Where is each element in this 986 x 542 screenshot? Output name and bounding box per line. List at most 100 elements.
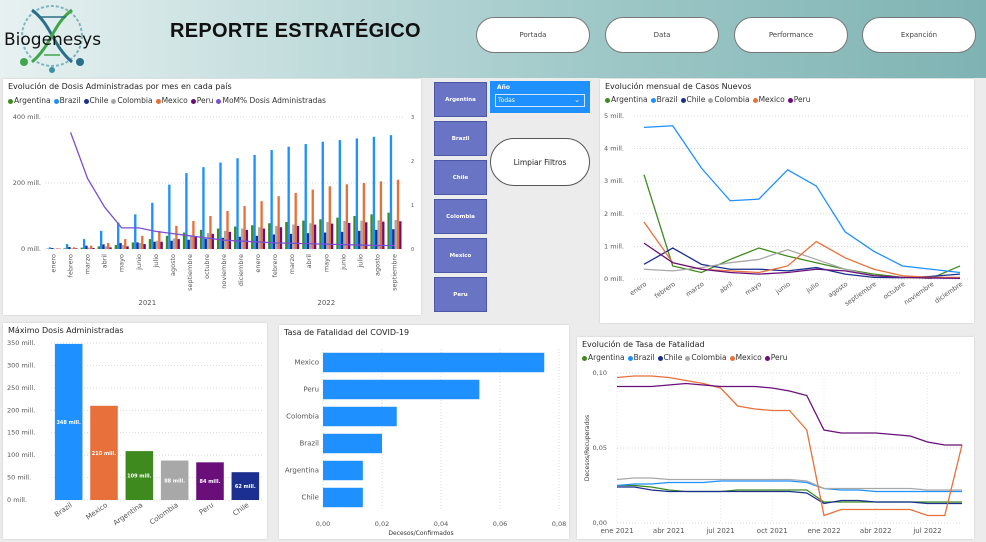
legend-dot-icon [190, 98, 196, 104]
x-tick-label: enero [254, 254, 262, 273]
year-value: Todas [498, 97, 515, 104]
legend-label: Mexico [735, 353, 762, 362]
y-tick-label: 0 mill. [7, 496, 27, 504]
bar [355, 138, 359, 249]
bar [209, 216, 212, 249]
x-tick-label: julio [152, 254, 160, 269]
bar [330, 223, 334, 249]
bar [158, 230, 161, 249]
bar [277, 196, 280, 249]
y-tick-label: 150 mill. [7, 429, 35, 437]
bar [68, 247, 71, 249]
legend-item[interactable]: Brazil [53, 96, 81, 105]
maximo-chart: 0 mill. 50 mill. 100 mill. 150 mill. 200 mil… [7, 339, 263, 527]
bar [345, 184, 349, 249]
bar [192, 220, 195, 249]
bar [287, 146, 290, 249]
bar [353, 216, 356, 249]
x-tick-label: enero [50, 254, 58, 273]
legend-label: Colombia [714, 95, 750, 104]
bar [70, 248, 73, 249]
x-tick-label: junio [135, 254, 143, 271]
country-slicer-brazil[interactable]: Brazil [434, 121, 487, 156]
x-tick-label: 0,04 [434, 520, 448, 528]
bar [258, 227, 261, 249]
chart-legend: Argentina Brazil Chile Colombia Mexico Peru [582, 353, 790, 362]
legend-item[interactable]: Peru [764, 353, 788, 362]
legend-item[interactable]: Chile [83, 96, 108, 105]
bar [114, 245, 118, 249]
series-line [616, 477, 962, 491]
legend-item[interactable]: Brazil [650, 95, 678, 104]
nav-portada-button[interactable]: Portada [476, 17, 590, 53]
series-line [643, 125, 961, 274]
bar [272, 234, 276, 249]
legend-item[interactable]: Argentina [605, 95, 648, 104]
y-tick-label: 300 mill. [7, 361, 35, 369]
data-label: 109 mill. [127, 474, 152, 480]
y-tick-label: 2 mill. [604, 210, 624, 218]
bar [360, 220, 363, 249]
legend-label: Peru [770, 353, 788, 362]
country-slicer-chile[interactable]: Chile [434, 160, 487, 195]
legend-item[interactable]: Argentina [582, 353, 625, 362]
chevron-down-icon: ⌄ [574, 96, 580, 104]
country-slicer-argentina[interactable]: Argentina [434, 82, 487, 117]
x-tick-label: ene 2022 [807, 527, 840, 535]
legend-item[interactable]: Brazil [627, 353, 655, 362]
legend-item[interactable]: Peru [787, 95, 810, 104]
bar [155, 240, 159, 249]
legend-item[interactable]: Chile [657, 353, 682, 362]
y-tick-label: 5 mill. [604, 112, 624, 120]
bar [117, 222, 120, 249]
legend-item[interactable]: MoM% Dosis Administradas [216, 96, 326, 105]
bar [323, 379, 480, 400]
y-tick-label: Argentina [285, 467, 319, 475]
bar [260, 201, 263, 249]
casos-panel: Evolución mensual de Casos Nuevos Argent… [600, 79, 974, 323]
country-slicer-colombia[interactable]: Colombia [434, 199, 487, 234]
legend-item[interactable]: Mexico [155, 96, 188, 105]
legend-item[interactable]: Chile [680, 95, 705, 104]
bar [136, 242, 139, 249]
legend-item[interactable]: Mexico [752, 95, 785, 104]
year-dropdown[interactable]: Todas ⌄ [495, 94, 585, 107]
legend-dot-icon [764, 355, 770, 361]
x-tick-label: julio [804, 280, 820, 295]
series-line [643, 247, 961, 279]
x-tick-label: jul 2021 [705, 527, 734, 535]
legend-item[interactable]: Peru [190, 96, 213, 105]
x-tick-label: agosto [169, 254, 177, 276]
bar [170, 240, 173, 249]
x-tick-label: junio [339, 254, 347, 271]
bar [80, 247, 83, 249]
legend-item[interactable]: Colombia [708, 95, 750, 104]
nav-expancion-button[interactable]: Expanción [862, 17, 976, 53]
bar [90, 405, 118, 500]
clear-filters-button[interactable]: Limpiar Filtros [490, 138, 590, 186]
legend-item[interactable]: Colombia [685, 353, 727, 362]
legend-item[interactable]: Colombia [111, 96, 153, 105]
x-tick-label: febrero [271, 254, 279, 277]
nav-data-button[interactable]: Data [605, 17, 719, 53]
data-label: 88 mill. [164, 478, 185, 484]
bar [370, 214, 373, 249]
legend-label: Colombia [117, 96, 153, 105]
series-line [617, 486, 962, 505]
x-tick-label: Argentina [112, 501, 145, 527]
chart-title: Máximo Dosis Administradas [8, 326, 124, 335]
y-tick-label: 350 mill. [7, 339, 35, 347]
legend-label: Colombia [691, 353, 727, 362]
legend-item[interactable]: Argentina [8, 96, 51, 105]
bar [392, 229, 395, 249]
bar [126, 246, 129, 249]
maximo-panel: Máximo Dosis Administradas 0 mill. 50 mil… [3, 323, 267, 539]
mom-line [69, 132, 395, 247]
country-slicer-mexico[interactable]: Mexico [434, 238, 487, 273]
bar [348, 222, 351, 249]
nav-performance-button[interactable]: Performance [734, 17, 848, 53]
country-slicer-peru[interactable]: Peru [434, 277, 487, 312]
legend-item[interactable]: Mexico [729, 353, 762, 362]
x-tick-label: abril [101, 254, 109, 269]
chart-legend: Argentina Brazil Chile Colombia Mexico Peru Mo… [8, 96, 329, 105]
